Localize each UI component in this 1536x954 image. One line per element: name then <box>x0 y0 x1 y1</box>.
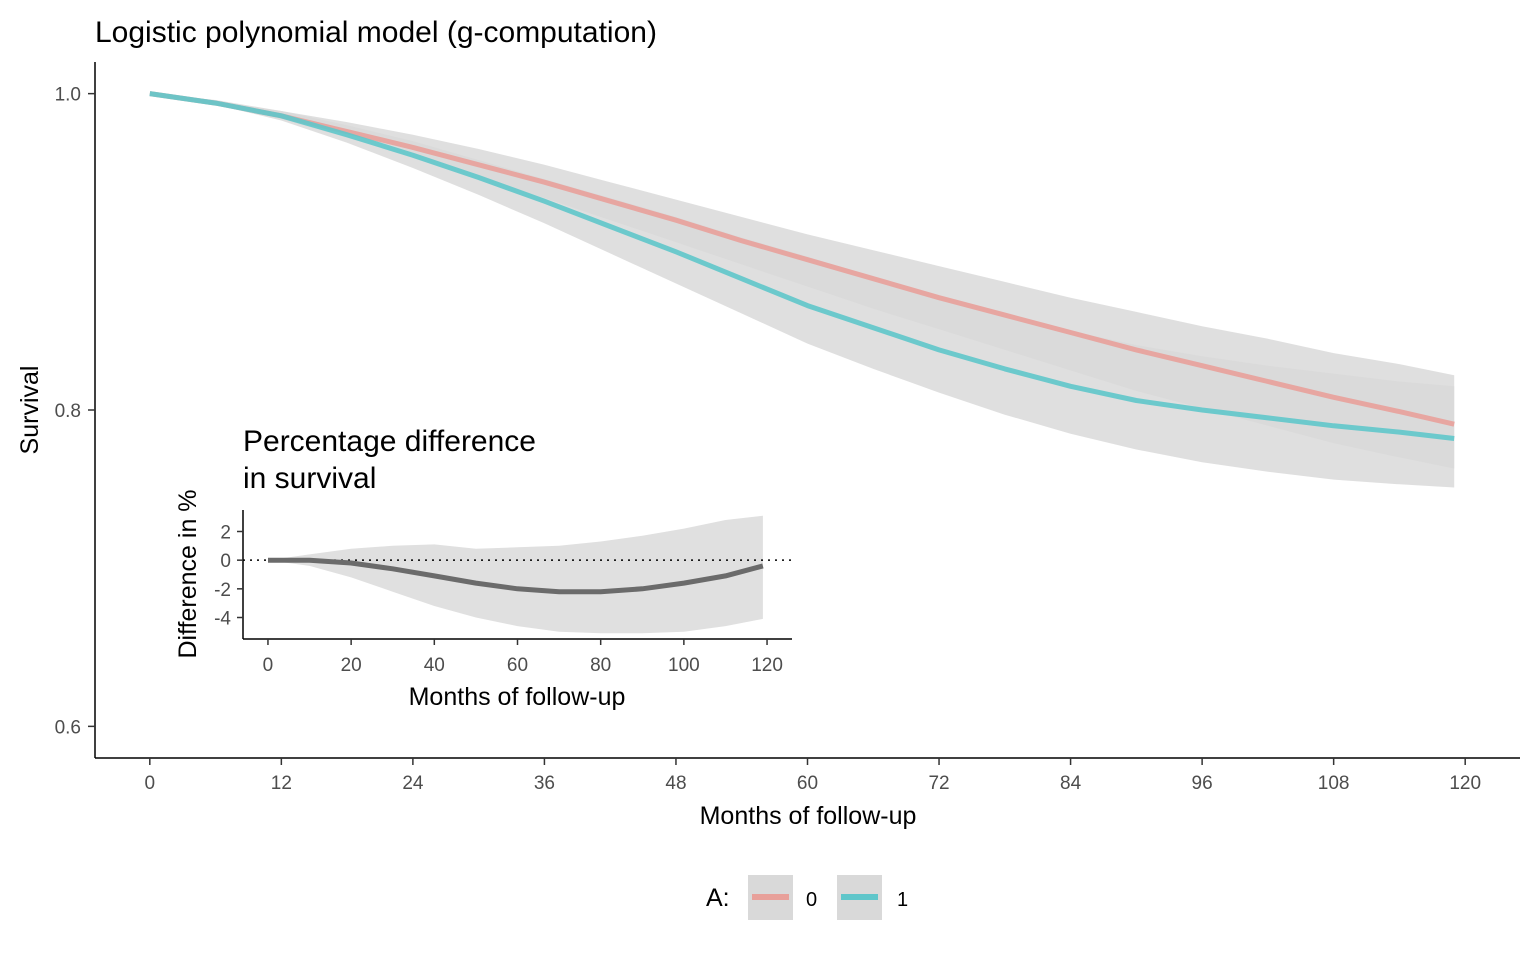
x-tick-label: 36 <box>534 773 555 794</box>
series-line-1 <box>149 91 1455 441</box>
x-tick-label: 48 <box>665 773 686 794</box>
inset-x-tick-label: 120 <box>751 655 783 676</box>
x-tick-label: 84 <box>1060 773 1082 794</box>
legend: A: 0 1 <box>706 875 908 920</box>
inset-title-line: in survival <box>243 462 376 495</box>
inset-x-tick-label: 40 <box>424 655 445 676</box>
legend-label-1: 1 <box>897 889 908 911</box>
main-x-axis-label: Months of follow-up <box>700 802 917 830</box>
x-tick-label: 72 <box>928 773 949 794</box>
inset-title: Percentage difference in survival <box>243 425 536 495</box>
inset-series-line <box>268 557 764 595</box>
y-tick-label: 1.0 <box>55 85 81 106</box>
y-tick-label: 0.6 <box>55 717 81 738</box>
main-axes: 0 12 24 36 48 60 72 84 96 108 120 0.6 0.8 1.0 <box>55 62 1520 794</box>
x-tick-label: 96 <box>1192 773 1213 794</box>
main-survival-lines <box>149 91 1455 441</box>
y-tick-label: 0.8 <box>55 401 81 422</box>
x-tick-label: 120 <box>1449 773 1481 794</box>
inset-x-tick-label: 0 <box>263 655 274 676</box>
legend-label-0: 0 <box>806 889 817 911</box>
inset-y-tick-label: -4 <box>214 609 231 630</box>
ci-band-1 <box>149 93 1455 488</box>
x-tick-label: 0 <box>145 773 156 794</box>
inset-y-tick-label: 0 <box>220 551 231 572</box>
main-plot-panel: 0 12 24 36 48 60 72 84 96 108 120 0.6 0.8 1.0 <box>55 62 1520 794</box>
x-tick-label: 108 <box>1318 773 1350 794</box>
inset-x-tick-label: 60 <box>507 655 528 676</box>
legend-title: A: <box>706 884 730 912</box>
x-tick-label: 24 <box>402 773 424 794</box>
inset-y-axis-label: Difference in % <box>174 489 202 658</box>
inset-x-tick-label: 80 <box>590 655 611 676</box>
inset-y-tick-label: -2 <box>214 580 231 601</box>
x-tick-label: 60 <box>797 773 818 794</box>
inset-title-line: Percentage difference <box>243 425 536 458</box>
inset-x-tick-label: 100 <box>668 655 700 676</box>
inset-axes: 0 20 40 60 80 100 120 -4 -2 0 2 <box>214 510 792 676</box>
inset-band-area <box>268 515 763 634</box>
series-line-0 <box>149 91 1455 427</box>
x-tick-label: 12 <box>271 773 292 794</box>
inset-difference-line <box>268 557 764 595</box>
main-y-axis-label: Survival <box>16 366 44 455</box>
inset-x-tick-label: 20 <box>341 655 362 676</box>
main-title: Logistic polynomial model (g-computation… <box>95 16 657 49</box>
inset-panel: Percentage difference in survival 0 20 40 60… <box>174 425 792 711</box>
inset-x-axis-label: Months of follow-up <box>409 683 626 711</box>
main-ci-bands <box>149 93 1455 488</box>
inset-y-tick-label: 2 <box>220 523 231 544</box>
